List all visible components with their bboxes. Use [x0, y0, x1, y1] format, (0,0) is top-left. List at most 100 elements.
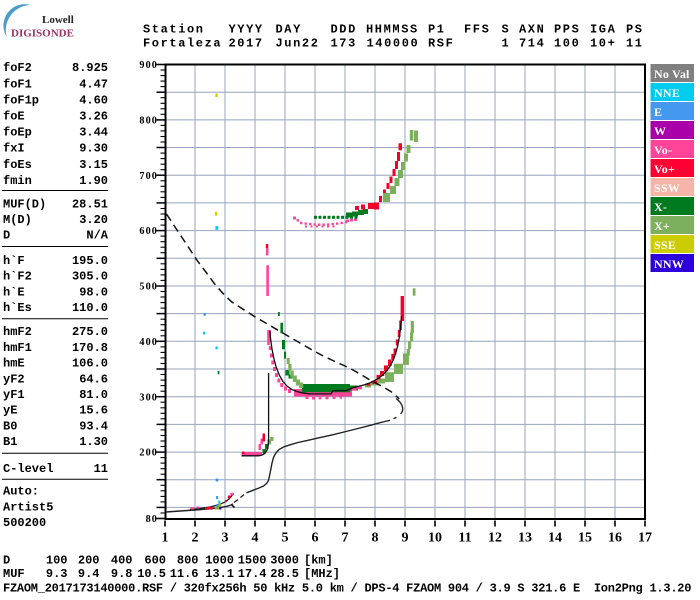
svg-text:100: 100 — [554, 37, 580, 51]
svg-text:Fortaleza: Fortaleza — [143, 37, 222, 51]
svg-text:W: W — [654, 124, 666, 138]
svg-text:No Val: No Val — [654, 67, 690, 81]
svg-text:PS: PS — [626, 23, 644, 37]
svg-text:yF2: yF2 — [3, 372, 25, 386]
svg-text:h`E: h`E — [3, 285, 25, 299]
svg-text:11: 11 — [458, 531, 471, 546]
svg-text:11.6: 11.6 — [170, 567, 199, 581]
svg-text:MUF: MUF — [3, 567, 25, 581]
svg-text:3.20: 3.20 — [79, 213, 108, 227]
svg-text:8: 8 — [372, 531, 379, 546]
svg-text:[MHz]: [MHz] — [304, 567, 340, 581]
svg-text:h`Es: h`Es — [3, 301, 32, 315]
svg-text:FFS: FFS — [464, 23, 490, 37]
svg-text:15.6: 15.6 — [79, 404, 108, 418]
svg-text:714: 714 — [519, 37, 545, 51]
svg-text:hmF1: hmF1 — [3, 341, 32, 355]
svg-text:Vo+: Vo+ — [654, 162, 675, 176]
svg-text:13.1: 13.1 — [205, 567, 234, 581]
svg-text:Vo-: Vo- — [654, 143, 672, 157]
svg-text:9.8: 9.8 — [111, 567, 133, 581]
svg-text:Auto:: Auto: — [3, 485, 39, 499]
svg-text:10+: 10+ — [590, 37, 616, 51]
svg-text:17: 17 — [638, 531, 652, 546]
svg-text:h`F2: h`F2 — [3, 270, 32, 284]
svg-text:4: 4 — [252, 531, 259, 546]
svg-text:500: 500 — [139, 282, 158, 293]
svg-text:200: 200 — [78, 554, 100, 568]
svg-text:P1: P1 — [428, 23, 446, 37]
svg-text:100: 100 — [46, 554, 68, 568]
svg-text:106.0: 106.0 — [72, 357, 108, 371]
svg-text:13: 13 — [518, 531, 532, 546]
svg-text:800: 800 — [139, 115, 158, 126]
svg-text:yF1: yF1 — [3, 388, 25, 402]
svg-text:1000: 1000 — [205, 554, 234, 568]
svg-text:1: 1 — [162, 531, 169, 546]
svg-text:foEs: foEs — [3, 158, 32, 172]
svg-text:500200: 500200 — [3, 516, 46, 530]
svg-text:8.925: 8.925 — [72, 61, 108, 75]
svg-text:11: 11 — [626, 37, 644, 51]
svg-text:170.8: 170.8 — [72, 341, 108, 355]
svg-text:195.0: 195.0 — [72, 254, 108, 268]
svg-text:B0: B0 — [3, 419, 17, 433]
svg-text:3000: 3000 — [270, 554, 299, 568]
svg-text:14: 14 — [548, 531, 562, 546]
svg-text:7: 7 — [342, 531, 349, 546]
svg-text:800: 800 — [177, 554, 199, 568]
svg-text:64.6: 64.6 — [79, 372, 108, 386]
svg-text:AXN: AXN — [519, 23, 545, 37]
svg-text:N/A: N/A — [86, 229, 108, 243]
svg-text:4.60: 4.60 — [79, 93, 108, 107]
svg-text:D: D — [3, 229, 10, 243]
svg-text:NNW: NNW — [654, 257, 684, 271]
svg-text:9.30: 9.30 — [79, 142, 108, 156]
svg-text:DAY: DAY — [276, 23, 302, 37]
svg-text:E: E — [654, 105, 662, 119]
svg-text:400: 400 — [139, 337, 158, 348]
svg-text:h`F: h`F — [3, 254, 25, 268]
svg-text:SSW: SSW — [654, 181, 680, 195]
svg-text:foF2: foF2 — [3, 61, 32, 75]
svg-text:IGA: IGA — [590, 23, 616, 37]
svg-text:fmin: fmin — [3, 174, 32, 188]
svg-text:1.30: 1.30 — [79, 435, 108, 449]
svg-text:12: 12 — [488, 531, 502, 546]
svg-text:X-: X- — [654, 200, 667, 214]
svg-text:15: 15 — [578, 531, 592, 546]
svg-text:17.4: 17.4 — [238, 567, 267, 581]
svg-text:81.0: 81.0 — [79, 388, 108, 402]
svg-text:S: S — [502, 23, 511, 37]
svg-text:9.4: 9.4 — [78, 567, 100, 581]
svg-text:110.0: 110.0 — [72, 301, 108, 315]
svg-text:hmF2: hmF2 — [3, 325, 32, 339]
svg-text:M(D): M(D) — [3, 213, 32, 227]
svg-text:4.47: 4.47 — [79, 77, 108, 91]
svg-text:3.26: 3.26 — [79, 110, 108, 124]
svg-text:1.90: 1.90 — [79, 174, 108, 188]
svg-text:YYYY: YYYY — [229, 23, 264, 37]
svg-text:600: 600 — [139, 226, 158, 237]
svg-text:foEp: foEp — [3, 126, 32, 140]
svg-text:NNE: NNE — [654, 86, 680, 100]
svg-text:600: 600 — [144, 554, 166, 568]
svg-text:6: 6 — [312, 531, 319, 546]
svg-text:D: D — [3, 554, 10, 568]
svg-text:300: 300 — [139, 392, 158, 403]
svg-text:HHMMSS: HHMMSS — [366, 23, 419, 37]
svg-text:98.0: 98.0 — [79, 285, 108, 299]
svg-text:173: 173 — [331, 37, 357, 51]
svg-text:2: 2 — [192, 531, 199, 546]
svg-text:RSF: RSF — [428, 37, 454, 51]
svg-text:hmE: hmE — [3, 357, 25, 371]
svg-text:305.0: 305.0 — [72, 270, 108, 284]
svg-text:1500: 1500 — [238, 554, 267, 568]
svg-text:28.51: 28.51 — [72, 198, 108, 212]
svg-text:11: 11 — [94, 462, 108, 476]
svg-text:10.5: 10.5 — [137, 567, 166, 581]
svg-text:3.15: 3.15 — [79, 158, 108, 172]
svg-text:yE: yE — [3, 404, 17, 418]
svg-text:[km]: [km] — [304, 554, 333, 568]
svg-text:5: 5 — [282, 531, 289, 546]
